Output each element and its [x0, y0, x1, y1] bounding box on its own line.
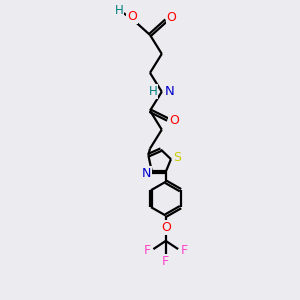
Text: F: F — [162, 255, 169, 268]
Text: S: S — [173, 151, 181, 164]
Text: O: O — [169, 114, 179, 128]
Text: N: N — [165, 85, 175, 98]
Text: F: F — [144, 244, 151, 257]
Text: H: H — [115, 4, 124, 17]
Text: N: N — [141, 167, 151, 180]
Text: H: H — [148, 85, 157, 98]
Text: O: O — [167, 11, 176, 24]
Text: O: O — [128, 10, 137, 22]
Text: F: F — [180, 244, 188, 257]
Text: O: O — [161, 221, 171, 234]
